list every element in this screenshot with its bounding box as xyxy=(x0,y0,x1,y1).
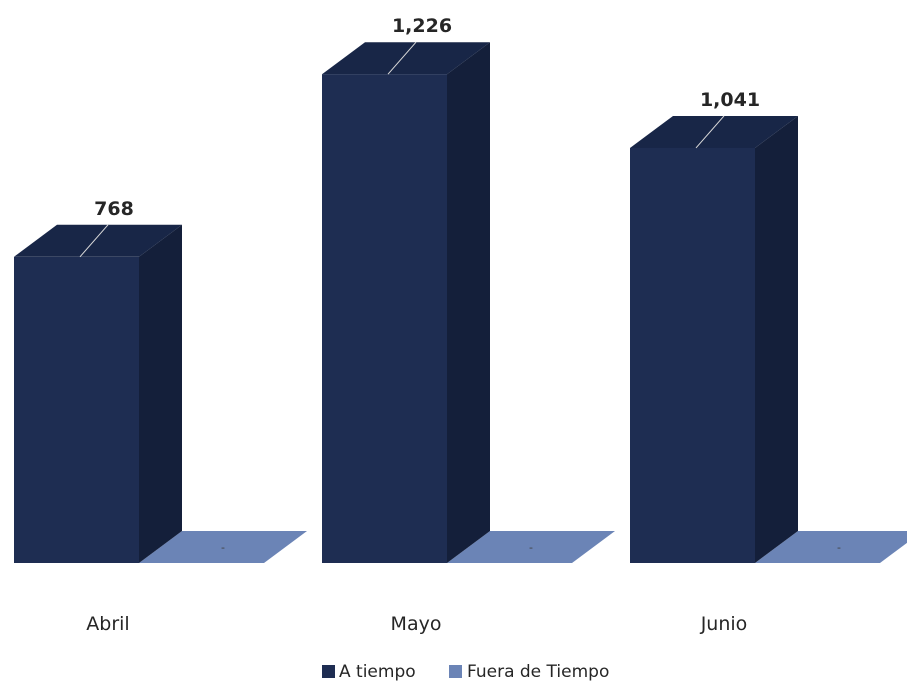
zero-value-label: - xyxy=(529,541,533,554)
legend: A tiempo Fuera de Tiempo xyxy=(322,662,609,682)
bar-side-face xyxy=(755,115,798,563)
bar-side-face xyxy=(139,224,182,563)
category-label: Mayo xyxy=(391,613,442,635)
bar-top-face xyxy=(14,224,182,257)
category-label: Abril xyxy=(86,613,129,635)
legend-label-fuera-de-tiempo: Fuera de Tiempo xyxy=(467,662,609,682)
legend-swatch-fuera-de-tiempo xyxy=(449,665,462,678)
bar-side-face xyxy=(447,42,490,564)
zero-value-label: - xyxy=(837,541,841,554)
bar-top-face xyxy=(630,115,798,148)
bar-a-tiempo xyxy=(630,147,755,563)
bar-top-face xyxy=(322,42,490,75)
data-label: 768 xyxy=(94,198,134,220)
data-label: 1,041 xyxy=(700,89,760,111)
bar-a-tiempo xyxy=(14,256,139,563)
labels-layer: 768 - 1,226 - 1,041 - xyxy=(79,15,841,554)
leader-line xyxy=(695,115,725,149)
leader-line xyxy=(387,41,417,75)
bar-fuera-de-tiempo xyxy=(447,531,615,563)
leader-line xyxy=(79,224,109,258)
bar-fuera-de-tiempo xyxy=(139,531,307,563)
category-label: Junio xyxy=(700,613,748,635)
legend-swatch-a-tiempo xyxy=(322,665,335,678)
zero-value-label: - xyxy=(221,541,225,554)
legend-label-a-tiempo: A tiempo xyxy=(339,662,416,682)
category-axis: Abril Mayo Junio xyxy=(86,613,747,635)
bars-layer xyxy=(14,42,907,564)
data-label: 1,226 xyxy=(392,15,452,37)
bar-a-tiempo xyxy=(322,74,447,564)
bar-fuera-de-tiempo xyxy=(755,531,907,563)
